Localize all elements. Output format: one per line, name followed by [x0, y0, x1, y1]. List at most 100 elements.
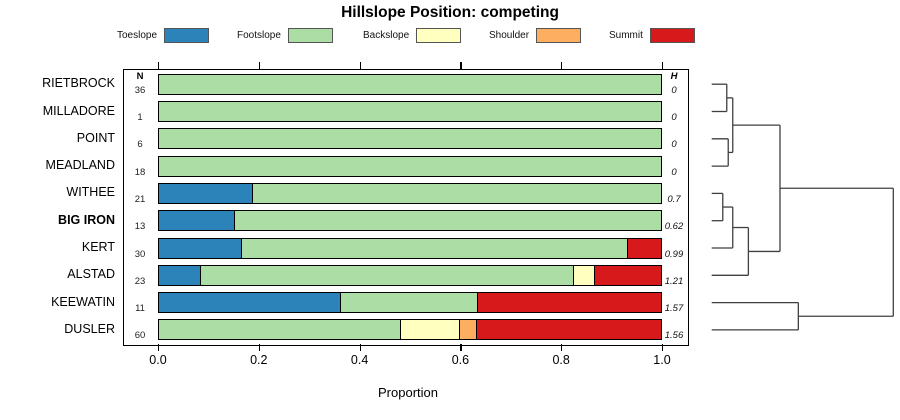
- n-value: 18: [134, 166, 146, 178]
- legend-label: Summit: [609, 29, 643, 41]
- plot-area: [123, 69, 689, 346]
- h-value: 0.99: [664, 248, 684, 260]
- row-label: POINT: [76, 130, 115, 145]
- x-tick-label: 0.6: [451, 353, 470, 367]
- row-label: KERT: [81, 240, 115, 254]
- bar-segment-footslope: [158, 101, 662, 122]
- h-value: 0: [671, 84, 677, 96]
- x-tick-top: [258, 61, 260, 69]
- x-tick-bottom: [258, 344, 260, 351]
- row-label: WITHEE: [66, 185, 115, 200]
- bar-segment-footslope: [240, 237, 629, 259]
- legend-swatch-backslope: [416, 27, 462, 43]
- x-tick-bottom: [158, 344, 160, 351]
- bar-segment-footslope: [339, 292, 479, 314]
- bar-segment-toeslope: [158, 292, 342, 314]
- bar-segment-footslope: [158, 128, 662, 150]
- bar-segment-backslope: [572, 264, 596, 286]
- dendrogram: [711, 83, 894, 331]
- x-tick-label: 0.0: [149, 353, 167, 367]
- x-tick-bottom: [662, 344, 664, 351]
- x-tick-bottom: [561, 344, 563, 351]
- h-value: 0: [671, 112, 677, 123]
- bar: [158, 210, 662, 232]
- x-tick-top: [662, 61, 664, 69]
- bar-segment-summit: [475, 319, 662, 341]
- x-tick-label: 0.2: [250, 353, 268, 367]
- bar-segment-summit: [626, 237, 662, 259]
- legend-item-summit: Summit: [609, 27, 695, 43]
- h-value: 1.56: [664, 330, 684, 342]
- n-value: 6: [137, 139, 143, 151]
- bar: [158, 128, 662, 150]
- bar-segment-toeslope: [158, 182, 254, 204]
- bar: [158, 155, 662, 177]
- x-tick-top: [359, 61, 361, 69]
- bar-segment-footslope: [200, 264, 575, 286]
- legend-item-shoulder: Shoulder: [489, 27, 582, 43]
- x-axis-label: Proportion: [378, 385, 438, 400]
- n-value: 21: [134, 193, 146, 205]
- legend-swatch-summit: [649, 27, 695, 43]
- row-label: MILLADORE: [42, 103, 115, 118]
- h-value: 1.21: [664, 275, 684, 287]
- n-value: 36: [134, 84, 146, 96]
- n-column-header: N: [136, 71, 144, 82]
- row-label: ALSTAD: [67, 267, 115, 282]
- row-label: MEADLAND: [45, 158, 115, 173]
- bar: [158, 292, 662, 314]
- bar-segment-footslope: [252, 182, 662, 204]
- bar-segment-footslope: [158, 155, 662, 177]
- x-tick-top: [460, 61, 462, 69]
- row-label: BIG IRON: [58, 212, 115, 227]
- chart-title: Hillslope Position: competing: [341, 4, 559, 21]
- n-value: 11: [135, 303, 145, 315]
- row-label: DUSLER: [64, 321, 115, 336]
- bar: [158, 101, 662, 122]
- legend-swatch-footslope: [287, 27, 333, 43]
- legend-swatch-shoulder: [536, 27, 582, 43]
- x-tick-top: [158, 61, 160, 69]
- legend-item-toeslope: Toeslope: [117, 27, 210, 43]
- x-tick-top: [561, 61, 563, 69]
- x-tick-bottom: [460, 344, 462, 351]
- bar: [158, 182, 662, 204]
- bar-segment-summit: [594, 264, 662, 286]
- n-value: 60: [134, 330, 146, 342]
- h-value: 1.57: [664, 303, 684, 315]
- legend-label: Toeslope: [117, 29, 158, 41]
- bar-segment-footslope: [234, 210, 662, 232]
- n-value: 1: [137, 112, 143, 123]
- n-value: 23: [134, 275, 146, 287]
- bar-segment-summit: [477, 292, 662, 314]
- h-column-header: H: [670, 71, 678, 82]
- bar-segment-backslope: [399, 319, 461, 341]
- bar-segment-shoulder: [458, 319, 478, 341]
- legend-label: Backslope: [363, 29, 410, 41]
- bar: [158, 319, 662, 341]
- h-value: 0: [671, 166, 677, 178]
- bar-segment-footslope: [158, 73, 662, 95]
- x-tick-label: 1.0: [653, 353, 671, 367]
- row-label: RIETBROCK: [42, 76, 115, 91]
- x-tick-bottom: [359, 344, 361, 351]
- legend-item-backslope: Backslope: [363, 27, 462, 43]
- bar-segment-footslope: [158, 319, 402, 341]
- h-value: 0.7: [667, 193, 681, 205]
- row-label: KEEWATIN: [51, 294, 115, 309]
- legend-item-footslope: Footslope: [237, 27, 333, 43]
- legend-label: Footslope: [237, 29, 281, 41]
- legend-swatch-toeslope: [164, 27, 210, 43]
- bar: [158, 73, 662, 95]
- h-value: 0.62: [664, 221, 684, 233]
- bar-segment-toeslope: [158, 210, 236, 232]
- x-tick-label: 0.8: [552, 353, 570, 367]
- n-value: 13: [134, 221, 146, 233]
- n-value: 30: [134, 248, 146, 260]
- bar-segment-toeslope: [158, 237, 243, 259]
- h-value: 0: [671, 139, 677, 151]
- x-tick-label: 0.4: [350, 353, 369, 367]
- bar: [158, 264, 662, 286]
- bar-segment-toeslope: [158, 264, 202, 286]
